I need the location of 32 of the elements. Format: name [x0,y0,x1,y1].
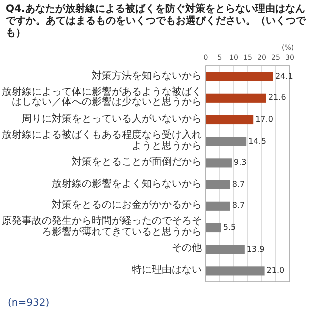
text: (n=932) [8,298,50,309]
y-tick-label: 特に理由はない [131,264,202,278]
bar [206,180,230,190]
bar [206,137,247,146]
y-tick-label: その他 [171,242,202,256]
data-label: 24.1 [275,72,294,82]
chart-title: Q4.あなたが放射線による被ばくを防ぐ対策をとらない理由はなんですか。あてはまるものをいくつでもお選びください。（いくつでも） [6,4,308,40]
bar [206,115,254,125]
data-label: 5.5 [223,223,236,233]
bar [206,94,266,103]
data-label: 8.7 [232,201,246,212]
y-tick-label: 周りに対策をとっている人がいないから [21,112,202,127]
data-label: 17.0 [256,115,274,125]
y-tick-label: 放射線による被ばくもある程度なら受け入れようと思うから [2,130,202,152]
data-label: 9.3 [234,158,247,168]
bar [206,158,232,168]
y-tick-label: 対策をとることが面倒だから [71,156,202,170]
bar [206,72,274,82]
y-tick-label: 対策方法を知らないから [91,70,202,84]
y-tick-label: 原発事故の発生から時間が経ったのでそろそろ影響が薄れてきていると思うから [2,216,202,239]
data-label: 8.7 [232,180,246,190]
bar [206,223,222,233]
y-tick-label: 対策をとるのにお金がかかるから [51,198,202,214]
bar [206,202,230,211]
data-label: 21.6 [268,93,286,104]
y-tick-label: 放射線の影響をよく知らないから [51,178,202,192]
data-label: 14.5 [248,136,266,147]
y-tick-label: 放射線によって体に影響があるような被ばくはしない／体への影響は少ないと思うから [2,86,202,110]
data-label: 21.0 [266,266,285,276]
bar [206,266,265,276]
bar [206,245,245,254]
data-label: 13.9 [246,244,265,255]
